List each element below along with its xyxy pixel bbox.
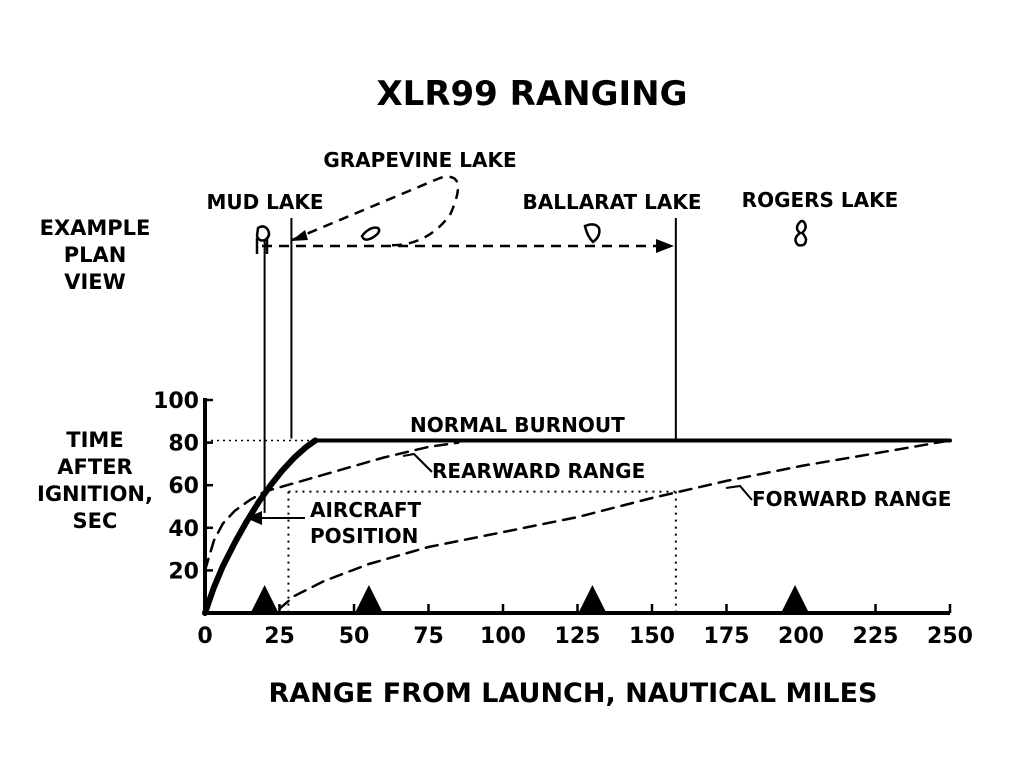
plot-area: 0 25 50 75 100 125 150 175 200 225 250 20 40 60 80 100 N…	[153, 218, 973, 649]
x-tick-label: 25	[264, 624, 295, 649]
series-label: FORWARD RANGE	[752, 487, 951, 511]
lake-label-ballarat: BALLARAT LAKE	[522, 190, 701, 214]
rogers-lake-shape	[794, 219, 808, 247]
lake-label-rogers: ROGERS LAKE	[742, 188, 899, 212]
series-label-leader	[725, 484, 753, 501]
series-label-leader	[402, 452, 433, 473]
series-label: NORMAL BURNOUT	[410, 413, 625, 437]
x-tick-label: 0	[197, 624, 212, 649]
mud-lake-shape	[255, 225, 271, 242]
lake-triangle-marker	[251, 585, 278, 611]
grapevine-curve-dashed	[291, 175, 460, 247]
y-axis-title-line: SEC	[73, 509, 118, 533]
grapevine-lake-shape	[360, 226, 381, 241]
x-tick-label: 225	[853, 624, 899, 649]
series-line-aircraft-position	[202, 437, 319, 616]
y-axis-title-line: AFTER	[57, 455, 132, 479]
y-tick-label: 80	[168, 432, 199, 457]
lake-triangle-marker	[355, 585, 382, 611]
series-line-forward-range	[278, 439, 952, 610]
x-tick-label: 175	[704, 624, 750, 649]
aircraft-position-label: AIRCRAFT	[310, 498, 422, 522]
aircraft-position-label: POSITION	[310, 524, 418, 548]
range-arrowhead	[656, 239, 674, 253]
series-label: REARWARD RANGE	[432, 459, 645, 483]
y-tick-label: 20	[168, 559, 199, 584]
y-axis-title-line: IGNITION,	[37, 482, 153, 506]
x-tick-label: 50	[339, 624, 370, 649]
y-tick-label: 40	[168, 517, 199, 542]
grapevine-arrowhead	[291, 230, 308, 241]
ballarat-lake-shape	[583, 223, 601, 244]
x-tick-label: 200	[778, 624, 824, 649]
y-tick-label: 60	[168, 474, 199, 499]
x-tick-label: 150	[629, 624, 675, 649]
x-tick-label: 125	[555, 624, 601, 649]
plan-view-label-line: PLAN	[64, 243, 127, 267]
lake-triangle-marker	[782, 585, 809, 611]
x-tick-label: 250	[927, 624, 973, 649]
plan-view-label: EXAMPLE PLAN VIEW	[40, 216, 151, 294]
aircraft-position-arrowhead	[246, 511, 262, 525]
plan-view-label-line: EXAMPLE	[40, 216, 151, 240]
y-axis-title: TIME AFTER IGNITION, SEC	[37, 428, 153, 533]
plan-view-lakes: MUD LAKE GRAPEVINE LAKE BALLARAT LAKE RO…	[206, 148, 898, 254]
series-line-rearward-range	[203, 441, 460, 572]
y-tick-label: 100	[153, 389, 199, 414]
plan-view-label-line: VIEW	[64, 270, 126, 294]
lake-triangle-marker	[579, 585, 606, 611]
lake-label-grapevine: GRAPEVINE LAKE	[323, 148, 516, 172]
x-tick-label: 100	[480, 624, 526, 649]
x-axis-title: RANGE FROM LAUNCH, NAUTICAL MILES	[269, 678, 878, 709]
lake-label-mud: MUD LAKE	[206, 190, 323, 214]
y-axis-title-line: TIME	[66, 428, 123, 452]
x-tick-label: 75	[413, 624, 444, 649]
chart-title: XLR99 RANGING	[376, 74, 687, 114]
